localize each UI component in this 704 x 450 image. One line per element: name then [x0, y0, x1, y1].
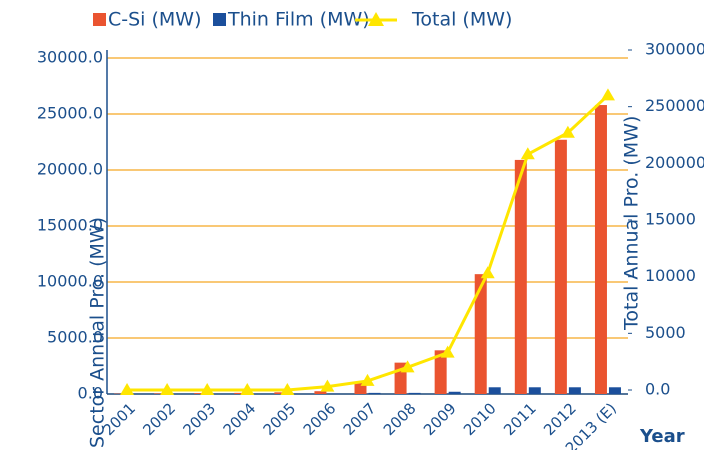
- total-line: [127, 94, 609, 392]
- bar: [594, 105, 607, 394]
- bar: [448, 391, 461, 394]
- bar: [274, 392, 287, 394]
- bar: [154, 393, 167, 394]
- bar: [314, 391, 327, 394]
- y-tick-label: 0.0: [78, 384, 103, 403]
- y-tick-label: 10000.0: [37, 272, 103, 291]
- x-tick-label: 2010: [460, 399, 500, 439]
- legend-swatch: [213, 13, 226, 26]
- y2-tick-label: 10000: [645, 266, 696, 285]
- total-marker: [360, 373, 375, 386]
- legend-marker: [368, 12, 384, 26]
- bar: [328, 393, 341, 394]
- total-marker: [520, 147, 535, 160]
- x-tick-label: 2007: [340, 399, 380, 439]
- bar: [408, 392, 421, 394]
- bar: [554, 139, 567, 394]
- bar: [528, 387, 541, 394]
- y-tick-label: 5000.0: [47, 328, 103, 347]
- bar: [568, 387, 581, 394]
- x-tick-label: 2008: [380, 399, 420, 439]
- x-tick-label: 2009: [420, 399, 460, 439]
- x-tick-label: 2011: [500, 399, 540, 439]
- total-marker: [400, 360, 415, 373]
- y-tick-label: 20000.0: [37, 160, 103, 179]
- x-axis-label: Year: [639, 426, 685, 447]
- legend-label: C-Si (MW): [108, 9, 202, 31]
- legend-swatch: [93, 13, 106, 26]
- total-marker: [600, 88, 615, 101]
- y-axis-label: Sector Annual Pro. (MW): [87, 217, 109, 448]
- x-tick-label: 2004: [220, 399, 260, 439]
- total-marker: [200, 383, 215, 395]
- y2-tick-label: 5000: [645, 323, 686, 342]
- x-tick-label: 2003: [179, 399, 219, 439]
- total-marker: [320, 379, 335, 392]
- total-marker: [280, 383, 295, 395]
- x-tick-label: 2006: [300, 399, 340, 439]
- bar: [474, 274, 487, 394]
- y-tick-label: 25000.0: [37, 104, 103, 123]
- total-marker: [120, 383, 135, 395]
- x-tick-label: 2005: [260, 399, 300, 439]
- bar: [514, 159, 527, 394]
- bar: [608, 387, 621, 394]
- bar: [368, 392, 381, 394]
- bar: [434, 350, 447, 394]
- legend-label: Thin Film (MW): [227, 9, 370, 31]
- total-marker: [440, 345, 455, 358]
- y2-tick-label: 200000: [645, 153, 704, 172]
- x-tick-label: 2002: [139, 399, 179, 439]
- y-tick-label: 15000.0: [37, 216, 103, 235]
- bar: [234, 392, 247, 394]
- y2-axis-label: Total Annual Pro. (MW): [621, 116, 643, 331]
- total-marker: [480, 266, 495, 279]
- bar: [194, 393, 207, 394]
- total-marker: [160, 383, 175, 395]
- y-tick-label: 30000.0: [37, 48, 103, 67]
- total-marker: [560, 125, 575, 138]
- y2-tick-label: 250000: [645, 96, 704, 115]
- bar: [488, 387, 501, 394]
- y2-tick-label: 300000: [645, 40, 704, 59]
- y2-tick-label: 0.0: [645, 380, 670, 399]
- total-marker: [240, 383, 255, 395]
- y2-tick-label: 15000: [645, 210, 696, 229]
- legend-label: Total (MW): [411, 9, 512, 31]
